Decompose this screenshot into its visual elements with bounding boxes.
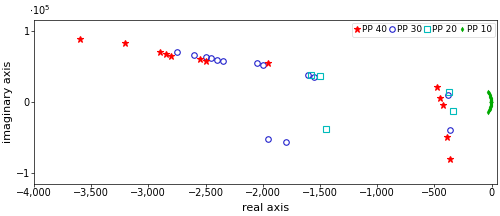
- PP 10: [488, 99, 494, 102]
- PP 10: [488, 103, 494, 106]
- Line: PP 20: PP 20: [308, 72, 456, 132]
- PP 10: [488, 101, 494, 103]
- PP 30: [208, 57, 214, 60]
- PP 10: [488, 98, 494, 100]
- PP 10: [485, 91, 491, 93]
- PP 30: [306, 73, 312, 76]
- PP 40: [197, 58, 203, 60]
- PP 20: [308, 73, 314, 76]
- PP 10: [488, 102, 494, 104]
- PP 30: [191, 54, 197, 56]
- PP 10: [488, 104, 494, 107]
- X-axis label: real axis: real axis: [242, 203, 289, 213]
- PP 10: [488, 100, 494, 103]
- PP 30: [214, 59, 220, 61]
- PP 10: [488, 100, 494, 103]
- PP 10: [486, 108, 492, 110]
- PP 10: [488, 100, 494, 103]
- PP 10: [488, 100, 494, 103]
- PP 10: [488, 101, 494, 103]
- PP 40: [440, 104, 446, 106]
- PP 30: [254, 61, 260, 64]
- PP 10: [488, 100, 494, 103]
- PP 30: [282, 140, 288, 143]
- PP 10: [488, 103, 494, 105]
- PP 10: [487, 106, 493, 109]
- Line: PP 10: PP 10: [486, 90, 493, 113]
- PP 30: [311, 76, 317, 78]
- Line: PP 40: PP 40: [76, 36, 454, 162]
- PP 20: [446, 91, 452, 94]
- PP 10: [488, 100, 494, 102]
- PP 40: [266, 61, 272, 64]
- PP 40: [448, 157, 454, 160]
- PP 40: [434, 86, 440, 89]
- PP 10: [486, 109, 492, 111]
- PP 30: [445, 93, 451, 96]
- PP 10: [488, 97, 494, 99]
- PP 10: [488, 100, 494, 103]
- PP 30: [260, 64, 266, 66]
- PP 10: [488, 95, 494, 98]
- PP 10: [488, 101, 494, 104]
- PP 30: [220, 60, 226, 62]
- PP 10: [488, 98, 494, 101]
- PP 20: [317, 75, 323, 77]
- PP 40: [202, 60, 208, 62]
- PP 40: [157, 51, 163, 53]
- PP 40: [437, 97, 443, 99]
- PP 40: [122, 42, 128, 45]
- PP 20: [450, 110, 456, 112]
- PP 30: [266, 138, 272, 141]
- PP 10: [487, 94, 493, 97]
- Y-axis label: imaginary axis: imaginary axis: [3, 60, 13, 143]
- Legend: PP 40, PP 30, PP 20, PP 10: PP 40, PP 30, PP 20, PP 10: [352, 23, 494, 37]
- PP 10: [488, 105, 494, 108]
- PP 10: [488, 101, 494, 103]
- PP 30: [202, 56, 208, 58]
- Line: PP 30: PP 30: [174, 49, 453, 144]
- PP 10: [488, 100, 494, 103]
- PP 10: [488, 100, 494, 103]
- PP 10: [486, 93, 492, 96]
- PP 40: [168, 55, 174, 57]
- PP 40: [444, 136, 450, 138]
- PP 10: [486, 92, 492, 94]
- PP 30: [174, 51, 180, 53]
- PP 30: [448, 129, 454, 132]
- PP 20: [322, 127, 328, 130]
- PP 10: [488, 100, 494, 103]
- PP 10: [488, 100, 494, 103]
- PP 40: [162, 53, 168, 55]
- PP 40: [76, 38, 82, 40]
- PP 10: [485, 110, 491, 113]
- PP 10: [488, 100, 494, 103]
- Text: $\cdot10^5$: $\cdot10^5$: [30, 3, 50, 17]
